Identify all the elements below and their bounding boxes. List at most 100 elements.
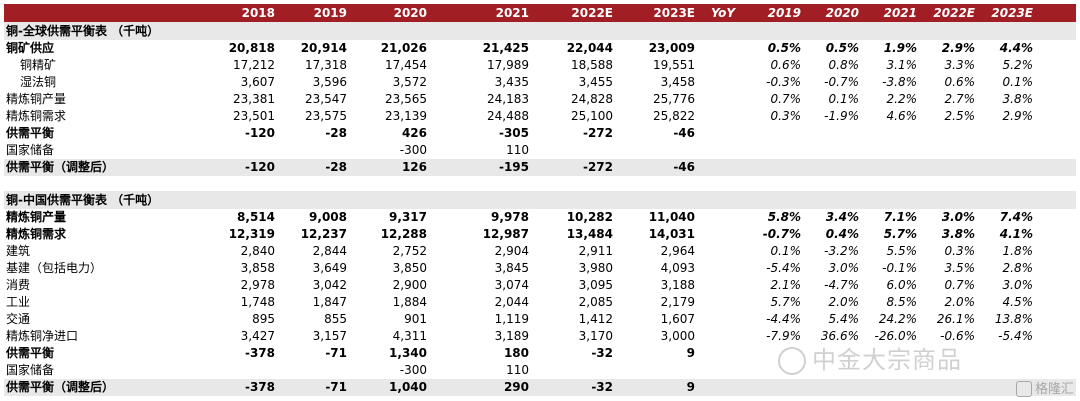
yoy-cell: 0.4% [825, 227, 859, 241]
value-cell: 12,319 [228, 227, 275, 241]
yoy-cell: 0.8% [828, 58, 860, 72]
value-cell: 3,189 [494, 329, 529, 343]
row-label: 供需平衡（调整后） [6, 160, 115, 174]
table-row: 供需平衡 -120 -28 426 -305 -272 -46 [4, 125, 1076, 142]
value-cell: 25,822 [653, 109, 695, 123]
value-cell: 895 [252, 312, 275, 326]
value-cell: -71 [325, 380, 347, 394]
header-year: 2022E [571, 5, 613, 20]
value-cell: 23,139 [385, 109, 427, 123]
yoy-cell: -1.9% [824, 109, 859, 123]
value-cell: 3,980 [578, 261, 613, 275]
header-year: 2021 [495, 5, 529, 20]
value-cell: 1,607 [660, 312, 695, 326]
brand-text: 格隆汇 [1034, 381, 1074, 397]
row-label: 工业 [6, 295, 31, 309]
value-cell: 2,904 [494, 244, 529, 258]
value-cell: 4,311 [392, 329, 427, 343]
value-cell: 2,044 [494, 295, 529, 309]
value-cell: 9,978 [491, 210, 529, 224]
yoy-cell: 3.1% [886, 58, 918, 72]
yoy-cell: 26.1% [936, 312, 975, 326]
row-label: 建筑 [6, 244, 31, 258]
yoy-cell: 0.6% [944, 75, 976, 89]
table-row: 湿法铜 3,607 3,596 3,572 3,435 3,455 3,458 -0.3% -0… [4, 74, 1076, 91]
value-cell: 20,914 [300, 41, 347, 55]
value-cell: 10,282 [566, 210, 613, 224]
value-cell: 25,776 [653, 92, 695, 106]
yoy-cell: 0.3% [944, 244, 976, 258]
yoy-cell: 1.9% [883, 41, 917, 55]
value-cell: 17,318 [305, 58, 347, 72]
table-row: 建筑 2,840 2,844 2,752 2,904 2,911 2,964 0.1% -3.2… [4, 243, 1076, 260]
yoy-cell: 0.1% [1002, 75, 1034, 89]
value-cell: 2,179 [660, 295, 695, 309]
value-cell: -71 [325, 346, 347, 360]
yoy-cell: -26.0% [874, 329, 917, 343]
yoy-cell: 24.2% [878, 312, 917, 326]
row-label: 供需平衡 [6, 346, 55, 360]
value-cell: 1,847 [312, 295, 347, 309]
global-section-title-row: 铜-全球供需平衡表 （千吨） [4, 22, 1076, 40]
yoy-cell: 3.0% [941, 210, 975, 224]
value-cell: -378 [244, 380, 275, 394]
row-label: 精炼铜需求 [6, 227, 67, 241]
row-label: 精炼铜产量 [6, 92, 67, 106]
header-year: 2023E [653, 5, 695, 20]
value-cell: 3,607 [240, 75, 275, 89]
header-yoy-year: 2019 [767, 5, 801, 20]
value-cell: 20,818 [228, 41, 275, 55]
yoy-cell: 2.9% [941, 41, 975, 55]
row-label: 供需平衡 [6, 126, 55, 140]
value-cell: 22,044 [566, 41, 613, 55]
yoy-cell: 13.8% [994, 312, 1033, 326]
value-cell: 19,551 [653, 58, 695, 72]
global-section-title: 铜-全球供需平衡表 （千吨） [6, 23, 160, 38]
table-row: 铜矿供应 20,818 20,914 21,026 21,425 22,044 23,009… [4, 40, 1076, 57]
value-cell: 2,840 [240, 244, 275, 258]
value-cell: 8,514 [237, 210, 275, 224]
table-row: 精炼铜产量 8,514 9,008 9,317 9,978 10,282 11,040 5.8… [4, 209, 1076, 226]
yoy-cell: 5.7% [770, 295, 802, 309]
value-cell: 180 [503, 346, 529, 360]
value-cell: 3,649 [312, 261, 347, 275]
row-label: 国家储备 [6, 363, 55, 377]
value-cell: 9 [686, 380, 695, 394]
value-cell: 13,484 [566, 227, 613, 241]
value-cell: 1,884 [392, 295, 427, 309]
yoy-cell: 1.8% [1002, 244, 1034, 258]
yoy-cell: 3.8% [941, 227, 975, 241]
yoy-cell: 3.0% [1002, 278, 1034, 292]
value-cell: 1,119 [494, 312, 529, 326]
value-cell: 21,425 [482, 41, 529, 55]
yoy-cell: 2.1% [770, 278, 802, 292]
yoy-cell: 3.8% [1002, 92, 1034, 106]
value-cell: -46 [673, 160, 695, 174]
table-row: 国家储备 -300 110 [4, 142, 1076, 159]
table-row: 精炼铜需求 12,319 12,237 12,288 12,987 13,484 14,03… [4, 226, 1076, 243]
row-label: 精炼铜产量 [6, 210, 67, 224]
value-cell: -272 [582, 126, 613, 140]
row-label: 国家储备 [6, 143, 55, 157]
value-cell: 9,317 [389, 210, 427, 224]
value-cell: -300 [399, 143, 427, 157]
header-year: 2020 [393, 5, 427, 20]
spacer-row [4, 176, 1076, 191]
header-year: 2018 [241, 5, 275, 20]
value-cell: 3,596 [312, 75, 347, 89]
header-yoy-year: 2023E [991, 5, 1033, 20]
value-cell: 2,844 [312, 244, 347, 258]
yoy-cell: 7.4% [999, 210, 1033, 224]
yoy-cell: 8.5% [886, 295, 918, 309]
value-cell: 3,845 [494, 261, 529, 275]
balance-table: 2018 2019 2020 2021 2022E 2023E YoY 2019… [4, 4, 1076, 396]
row-label: 铜矿供应 [6, 41, 55, 55]
value-cell: 3,000 [660, 329, 695, 343]
value-cell: 3,427 [240, 329, 275, 343]
value-cell: 2,978 [240, 278, 275, 292]
table-row: 国家储备 -300 110 [4, 362, 1076, 379]
value-cell: 9 [686, 346, 695, 360]
value-cell: 24,828 [571, 92, 613, 106]
yoy-cell: 3.5% [944, 261, 976, 275]
value-cell: 14,031 [648, 227, 695, 241]
